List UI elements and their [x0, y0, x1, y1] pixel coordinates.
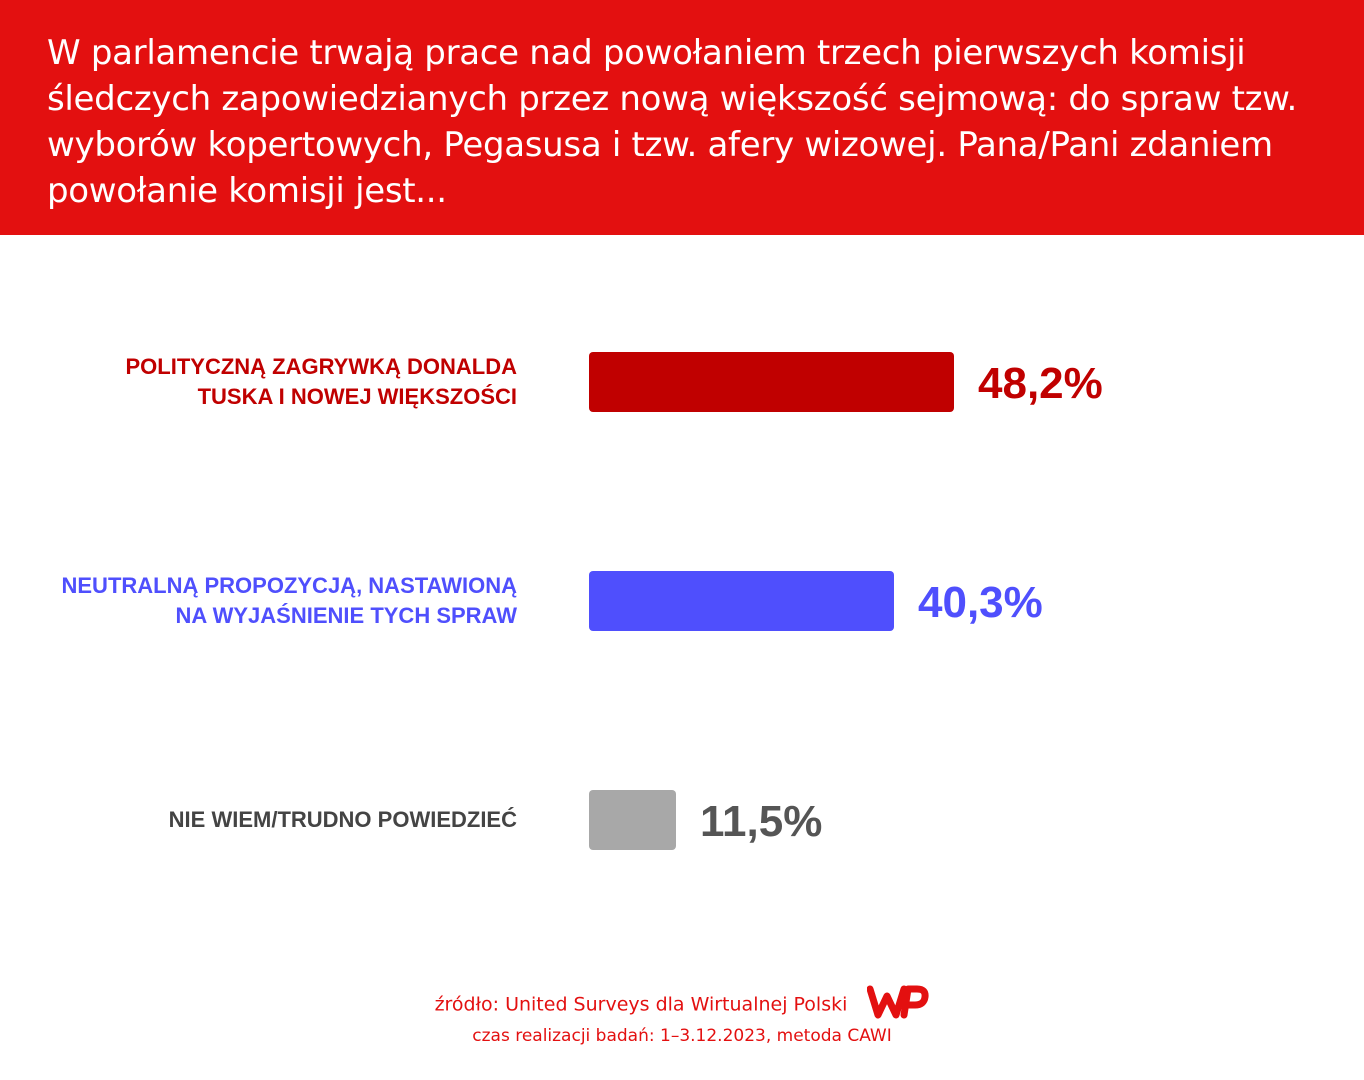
value-label: 48,2%	[978, 359, 1103, 408]
category-label: NEUTRALNĄ PROPOZYCJĄ, NASTAWIONĄ NA WYJA…	[61, 573, 518, 628]
header-banner: W parlamencie trwają prace nad powołanie…	[0, 0, 1364, 235]
bar	[589, 571, 894, 631]
category-label: NIE WIEM/TRUDNO POWIEDZIEĆ	[168, 807, 517, 832]
value-label: 11,5%	[700, 797, 823, 846]
bar	[589, 790, 676, 850]
wp-logo-icon: WP	[866, 984, 930, 1025]
chart-title: W parlamencie trwają prace nad powołanie…	[47, 33, 1298, 211]
category-label: POLITYCZNĄ ZAGRYWKĄ DONALDA TUSKA I NOWE…	[125, 354, 518, 409]
source-line: źródło: United Surveys dla Wirtualnej Po…	[0, 984, 1364, 1025]
source-text: źródło: United Surveys dla Wirtualnej Po…	[434, 993, 848, 1016]
bar	[589, 352, 954, 412]
value-label: 40,3%	[918, 578, 1043, 627]
survey-date: czas realizacji badań: 1–3.12.2023, meto…	[472, 1026, 892, 1046]
